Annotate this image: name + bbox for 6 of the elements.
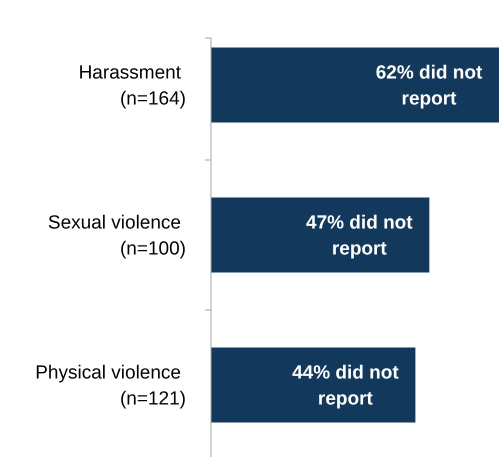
data-label: 62% did not report (376, 62, 483, 110)
y-tick-label: Harassment (n=164) (78, 62, 186, 110)
data-label: 47% did not report (306, 212, 414, 260)
data-label: 44% did not report (292, 362, 400, 410)
y-tick-label: Physical violence (n=121) (35, 362, 186, 410)
y-tick-label: Sexual violence (n=100) (48, 212, 186, 260)
